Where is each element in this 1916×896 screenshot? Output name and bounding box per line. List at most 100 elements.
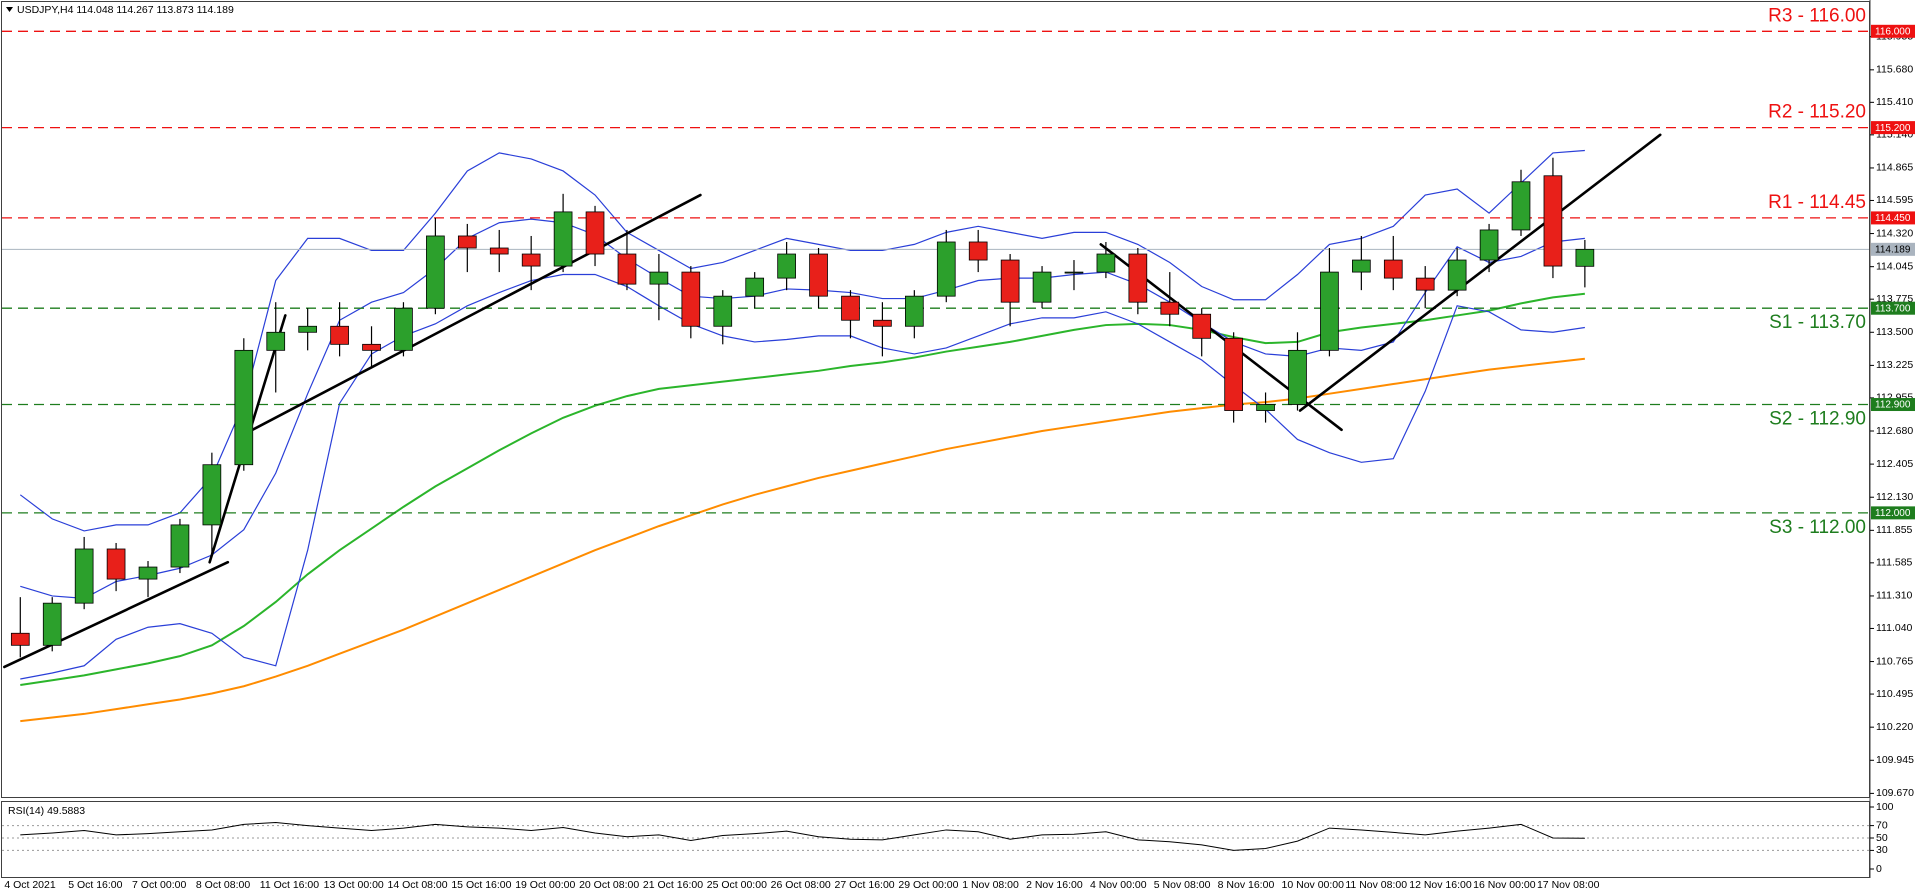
candle-body (1352, 259, 1371, 273)
candle-body (968, 241, 988, 261)
candle-body (426, 235, 445, 309)
candle-body (553, 211, 573, 267)
candle-body (649, 271, 669, 285)
level-label: R3 - 116.00 (1768, 5, 1866, 26)
x-tick-label: 17 Nov 08:00 (1537, 879, 1600, 891)
candle-body (936, 241, 956, 297)
candle-body (585, 211, 605, 255)
chart-title: USDJPY,H4 114.048 114.267 113.873 114.18… (17, 4, 234, 16)
x-tick-label: 4 Nov 00:00 (1090, 879, 1147, 891)
candle-body (1383, 259, 1403, 279)
candle-body (617, 253, 637, 285)
candle-body (457, 235, 477, 249)
candle-body (298, 325, 318, 333)
level-axis-box (1871, 398, 1915, 412)
trendline (3, 560, 230, 669)
x-tick-label: 14 Oct 08:00 (387, 879, 447, 891)
x-tick-label: 10 Nov 00:00 (1282, 879, 1345, 891)
candle-body (809, 253, 828, 297)
x-tick-label: 12 Nov 16:00 (1409, 879, 1472, 891)
y-tick-label: 30 (1876, 844, 1888, 856)
y-tick-label: 114.865 (1876, 162, 1913, 174)
main-panel-border (1, 1, 1870, 798)
y-tick-label: 111.585 (1876, 557, 1913, 569)
level-label: S2 - 112.90 (1769, 409, 1866, 430)
y-tick-label: 110.495 (1876, 688, 1913, 700)
y-tick-label: 113.225 (1876, 359, 1913, 371)
x-tick-label: 5 Oct 16:00 (68, 879, 122, 891)
y-tick-label: 111.855 (1876, 524, 1913, 536)
x-tick-label: 11 Oct 16:00 (260, 879, 320, 891)
candle-body (1447, 259, 1467, 291)
x-tick-label: 11 Nov 08:00 (1345, 879, 1407, 891)
y-tick-label: 112.680 (1876, 425, 1913, 437)
candle-body (138, 566, 158, 580)
indicator-line (20, 357, 1585, 723)
y-tick-label: 50 (1876, 832, 1888, 844)
level-axis-box (1871, 211, 1915, 225)
level-label: R2 - 115.20 (1768, 102, 1866, 123)
indicator-line (20, 273, 1585, 680)
trendline (1298, 133, 1662, 412)
level-axis-label: 116.000 (1875, 26, 1911, 37)
x-tick-label: 8 Oct 08:00 (196, 879, 250, 891)
level-axis-box (1871, 301, 1915, 315)
candle-body (170, 524, 190, 568)
y-tick-label: 110.220 (1876, 721, 1913, 733)
y-tick-label: 114.320 (1876, 227, 1913, 239)
x-tick-label: 25 Oct 00:00 (707, 879, 767, 891)
x-tick-label: 4 Oct 2021 (4, 879, 56, 891)
y-tick-label: 0 (1876, 863, 1882, 875)
level-label: S3 - 112.00 (1769, 517, 1866, 538)
candle-body (904, 295, 924, 327)
candle-body (1288, 349, 1307, 405)
candle-body (489, 247, 509, 255)
x-tick-label: 7 Oct 00:00 (132, 879, 186, 891)
candle-body (1096, 253, 1116, 273)
candle-body (1032, 271, 1052, 303)
x-tick-label: 8 Nov 16:00 (1218, 879, 1275, 891)
candle-body (1224, 337, 1243, 411)
candle-body (681, 271, 701, 327)
x-tick-label: 20 Oct 08:00 (579, 879, 639, 891)
candle-body (106, 548, 126, 580)
candle-body (1128, 253, 1148, 303)
level-axis-label: 112.000 (1875, 508, 1911, 519)
x-tick-label: 2 Nov 16:00 (1026, 879, 1083, 891)
symbol-menu-arrow[interactable] (6, 7, 13, 12)
candle-body (777, 253, 796, 279)
level-axis-box (1871, 506, 1915, 520)
last-price-box (1871, 242, 1915, 256)
level-axis-label: 114.450 (1875, 213, 1911, 224)
level-axis-label: 112.900 (1875, 400, 1911, 411)
rsi-panel-border (1, 801, 1870, 878)
rsi-title: RSI(14) 49.5883 (8, 805, 85, 817)
candle-body (74, 548, 94, 604)
x-tick-label: 29 Oct 00:00 (898, 879, 958, 891)
candle-body (1511, 181, 1531, 231)
candle-body (1415, 277, 1435, 291)
candle-body (841, 295, 860, 321)
y-tick-label: 70 (1876, 819, 1888, 831)
level-label: S1 - 113.70 (1769, 312, 1866, 333)
y-tick-label: 111.310 (1876, 590, 1913, 602)
x-tick-label: 26 Oct 08:00 (771, 879, 831, 891)
level-axis-label: 115.200 (1875, 123, 1911, 134)
y-tick-label: 115.410 (1876, 96, 1913, 108)
y-tick-label: 112.130 (1876, 491, 1913, 503)
candle-body (394, 307, 413, 351)
candle-body (1160, 301, 1180, 315)
y-tick-label: 114.595 (1876, 194, 1913, 206)
candle-body (1543, 175, 1563, 267)
x-tick-label: 15 Oct 16:00 (451, 879, 511, 891)
level-axis-box (1871, 24, 1915, 38)
y-tick-label: 113.500 (1876, 326, 1913, 338)
candle-body (1479, 229, 1499, 261)
y-tick-label: 112.405 (1876, 458, 1913, 470)
candle-body (521, 253, 541, 267)
x-tick-label: 21 Oct 16:00 (643, 879, 703, 891)
level-axis-box (1871, 121, 1915, 135)
y-tick-label: 111.040 (1876, 622, 1913, 634)
